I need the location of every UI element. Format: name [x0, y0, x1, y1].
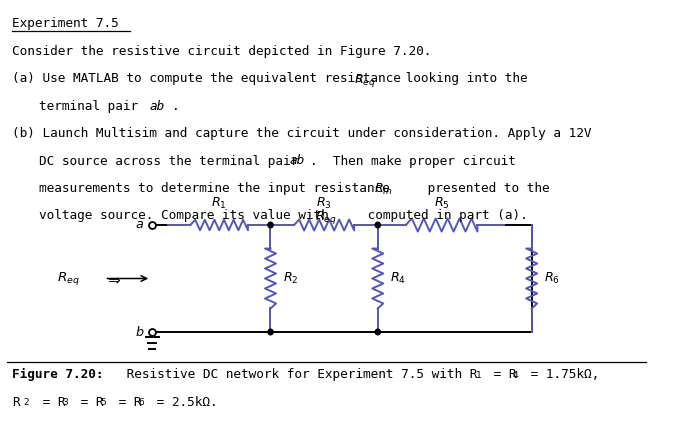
Text: looking into the: looking into the — [398, 72, 528, 85]
Text: $_4$: $_4$ — [512, 368, 519, 381]
Text: $_2$: $_2$ — [23, 395, 30, 408]
Text: $_1$: $_1$ — [475, 368, 482, 381]
Text: $_5$: $_5$ — [100, 395, 107, 408]
Text: measurements to determine the input resistance: measurements to determine the input resi… — [39, 182, 398, 195]
Text: computed in part (a).: computed in part (a). — [360, 209, 528, 222]
Text: $R_4$: $R_4$ — [390, 271, 406, 286]
Text: Resistive DC network for Experiment 7.5 with R: Resistive DC network for Experiment 7.5 … — [120, 368, 478, 381]
Text: = 1.75kΩ,: = 1.75kΩ, — [524, 368, 599, 381]
Text: terminal pair: terminal pair — [39, 100, 146, 113]
Text: Consider the resistive circuit depicted in Figure 7.20.: Consider the resistive circuit depicted … — [12, 44, 431, 57]
Text: = R: = R — [486, 368, 517, 381]
Circle shape — [375, 222, 380, 228]
Text: $R_{in}$: $R_{in}$ — [374, 182, 393, 197]
Text: $_6$: $_6$ — [138, 395, 146, 408]
Text: presented to the: presented to the — [420, 182, 550, 195]
Text: $R_{eq}$: $R_{eq}$ — [315, 209, 337, 227]
Text: DC source across the terminal pair: DC source across the terminal pair — [39, 154, 306, 168]
Text: $R_3$: $R_3$ — [316, 196, 332, 211]
Text: (b) Launch Multisim and capture the circuit under consideration. Apply a 12V: (b) Launch Multisim and capture the circ… — [12, 127, 592, 140]
Text: = 2.5kΩ.: = 2.5kΩ. — [149, 395, 218, 408]
Text: .: . — [172, 100, 179, 113]
Circle shape — [268, 222, 273, 228]
Circle shape — [268, 329, 273, 335]
Circle shape — [375, 329, 380, 335]
Text: $R_{eq}$: $R_{eq}$ — [354, 72, 376, 89]
Text: ab: ab — [149, 100, 164, 113]
Text: $R_6$: $R_6$ — [544, 271, 560, 286]
Text: Figure 7.20:: Figure 7.20: — [12, 368, 104, 381]
Text: = R: = R — [73, 395, 104, 408]
Text: = R: = R — [34, 395, 65, 408]
Text: voltage source. Compare its value with: voltage source. Compare its value with — [39, 209, 337, 222]
Text: = R: = R — [111, 395, 141, 408]
Text: $R_5$: $R_5$ — [434, 196, 449, 211]
Text: b: b — [136, 325, 144, 338]
Text: ab: ab — [289, 154, 304, 168]
Text: $_3$: $_3$ — [62, 395, 69, 408]
Text: (a) Use MATLAB to compute the equivalent resistance: (a) Use MATLAB to compute the equivalent… — [12, 72, 409, 85]
Text: $R_1$: $R_1$ — [211, 196, 227, 211]
Text: a: a — [136, 217, 144, 230]
Text: $R_{eq}$: $R_{eq}$ — [57, 270, 80, 287]
Text: Experiment 7.5: Experiment 7.5 — [12, 17, 119, 30]
Text: .  Then make proper circuit: . Then make proper circuit — [309, 154, 515, 168]
Text: $R_2$: $R_2$ — [283, 271, 298, 286]
Text: R: R — [12, 395, 20, 408]
Text: $\Rightarrow$: $\Rightarrow$ — [106, 271, 122, 286]
